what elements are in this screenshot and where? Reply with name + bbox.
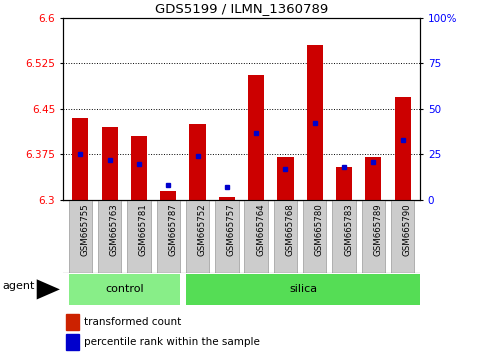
Bar xyxy=(336,167,352,200)
Text: GSM665787: GSM665787 xyxy=(168,204,177,256)
Bar xyxy=(332,200,356,273)
Text: GSM665781: GSM665781 xyxy=(139,204,148,256)
Bar xyxy=(395,97,411,200)
Text: percentile rank within the sample: percentile rank within the sample xyxy=(84,337,260,347)
Bar xyxy=(131,136,147,200)
Bar xyxy=(365,158,382,200)
Bar xyxy=(248,75,264,200)
Text: control: control xyxy=(105,284,143,295)
Bar xyxy=(362,200,385,273)
Polygon shape xyxy=(37,279,60,299)
Text: GSM665783: GSM665783 xyxy=(344,204,353,256)
Text: GSM665790: GSM665790 xyxy=(403,204,412,256)
Text: agent: agent xyxy=(2,281,35,291)
Bar xyxy=(98,200,121,273)
Bar xyxy=(219,197,235,200)
Bar xyxy=(186,200,209,273)
Bar xyxy=(160,191,176,200)
Text: GSM665764: GSM665764 xyxy=(256,204,265,256)
Bar xyxy=(101,127,118,200)
Bar xyxy=(189,124,206,200)
Bar xyxy=(244,200,268,273)
Text: GSM665763: GSM665763 xyxy=(110,204,119,256)
Text: GSM665755: GSM665755 xyxy=(80,204,89,256)
Bar xyxy=(277,158,294,200)
Text: GSM665780: GSM665780 xyxy=(315,204,324,256)
Bar xyxy=(72,118,88,200)
Text: GSM665757: GSM665757 xyxy=(227,204,236,256)
Bar xyxy=(391,200,414,273)
Bar xyxy=(307,45,323,200)
Bar xyxy=(215,200,239,273)
Bar xyxy=(156,200,180,273)
Bar xyxy=(127,200,151,273)
Bar xyxy=(186,274,420,304)
Bar xyxy=(274,200,297,273)
Bar xyxy=(69,274,180,304)
Bar xyxy=(66,334,79,350)
Bar xyxy=(66,314,79,330)
Text: transformed count: transformed count xyxy=(84,317,182,327)
Text: GSM665768: GSM665768 xyxy=(285,204,295,256)
Bar xyxy=(69,200,92,273)
Text: GSM665789: GSM665789 xyxy=(373,204,383,256)
Title: GDS5199 / ILMN_1360789: GDS5199 / ILMN_1360789 xyxy=(155,2,328,15)
Text: silica: silica xyxy=(289,284,317,295)
Text: GSM665752: GSM665752 xyxy=(198,204,207,256)
Bar xyxy=(303,200,327,273)
